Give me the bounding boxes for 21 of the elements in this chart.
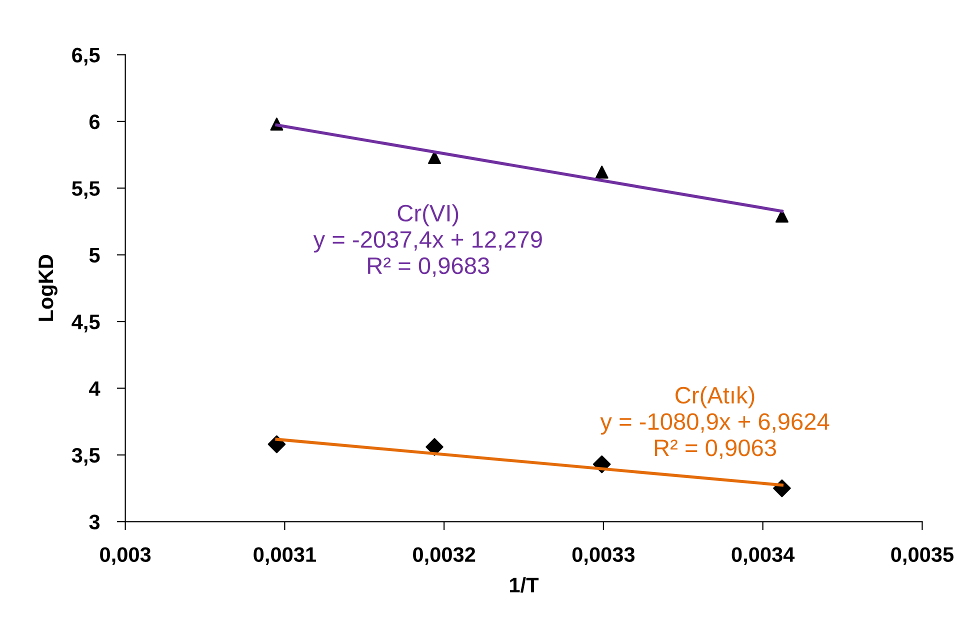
y-tick-label: 3 [89, 514, 100, 530]
x-tick-label: 0,0033 [572, 547, 635, 565]
x-tick-label: 0,0031 [254, 547, 316, 565]
x-axis-title: 1/T [510, 577, 539, 593]
y-tick-label: 6,5 [72, 48, 100, 66]
x-tick-label: 0,0034 [732, 547, 795, 565]
y-tick-label: 3,5 [72, 448, 100, 466]
y-tick-label: 5,5 [72, 181, 100, 199]
x-tick-label: 0,0035 [891, 547, 954, 565]
y-tick-label: 4 [89, 381, 100, 396]
y-tick-label: 6 [89, 114, 100, 130]
y-axis-title: LogKD [38, 254, 58, 321]
annotation: Cr(Atık) y = -1080,9x + 6,9624 R² = 0,9063 [600, 386, 830, 460]
point [595, 166, 608, 179]
y-tick-label: 4,5 [72, 314, 100, 332]
point [426, 438, 444, 456]
x-tick-label: 0,0032 [413, 547, 476, 565]
x-tick-label: 0,003 [100, 547, 151, 565]
annotation: Cr(VI) y = -2037,4x + 12,279 R² = 0,9683 [313, 204, 542, 277]
point [775, 210, 788, 223]
y-tick-label: 5 [89, 248, 100, 263]
